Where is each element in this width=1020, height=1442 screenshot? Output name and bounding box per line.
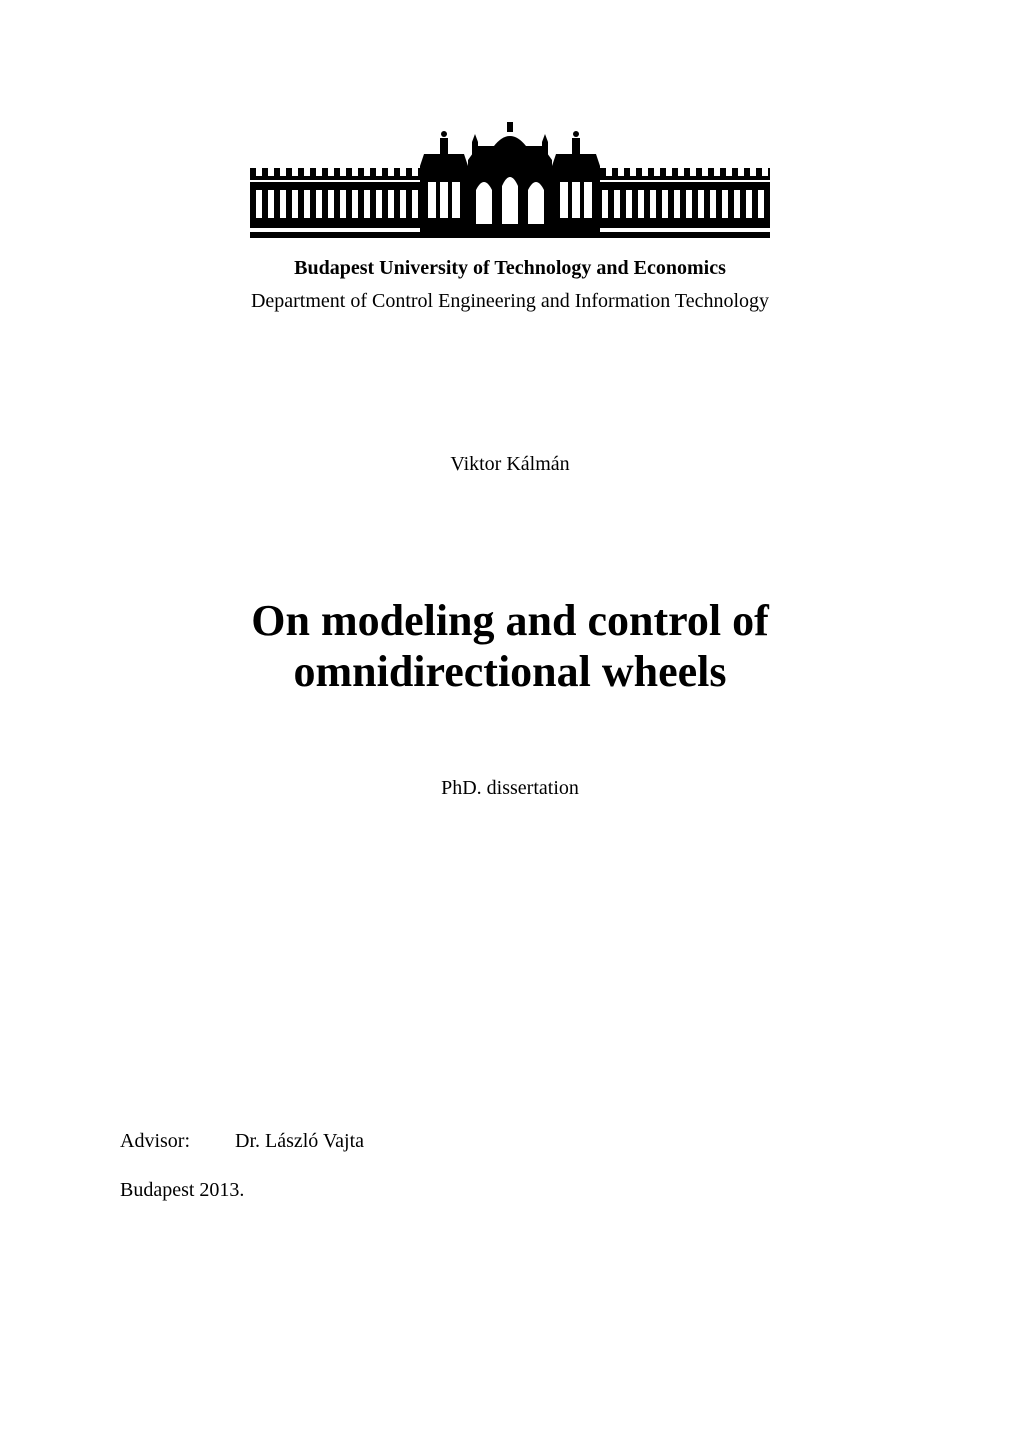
document-type: PhD. dissertation [120,777,900,800]
footer-block: Advisor: Dr. László Vajta Budapest 2013. [120,1130,364,1202]
title-line-1: On modeling and control of [251,596,768,645]
advisor-label: Advisor: [120,1130,230,1153]
advisor-name: Dr. László Vajta [235,1130,364,1153]
title-line-2: omnidirectional wheels [293,647,726,696]
dissertation-title: On modeling and control of omnidirection… [120,596,900,697]
place-year: Budapest 2013. [120,1179,364,1202]
university-name: Budapest University of Technology and Ec… [120,257,900,280]
advisor-row: Advisor: Dr. László Vajta [120,1130,364,1153]
department-name: Department of Control Engineering and In… [120,290,900,313]
title-page: Budapest University of Technology and Ec… [0,0,1020,1442]
university-logo [120,120,900,245]
author-name: Viktor Kálmán [120,453,900,476]
